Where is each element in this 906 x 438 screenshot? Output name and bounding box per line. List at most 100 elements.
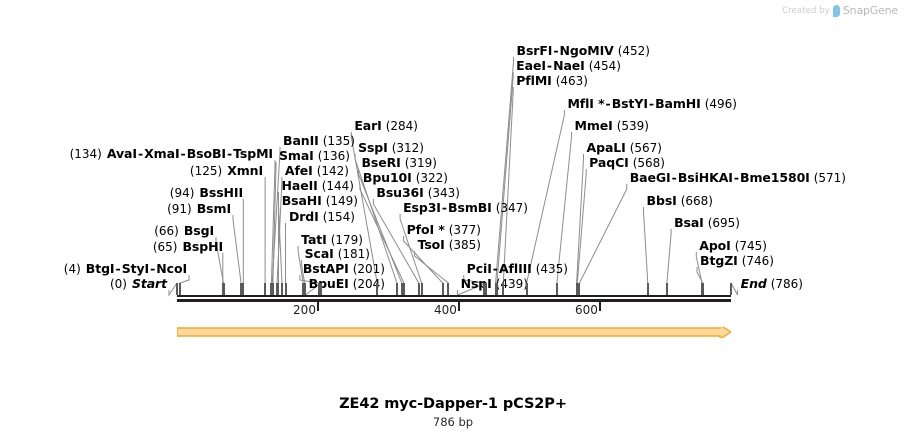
site-label-smai[interactable]: SmaI (136) bbox=[279, 149, 350, 164]
site-position: (4) bbox=[63, 262, 81, 276]
leader-line bbox=[414, 251, 449, 284]
site-label-paqci[interactable]: PaqCI (568) bbox=[589, 155, 665, 171]
site-label-mmei[interactable]: MmeI (539) bbox=[575, 119, 649, 134]
enzyme-name: AvaI bbox=[106, 146, 137, 161]
enzyme-separator: - bbox=[137, 146, 144, 161]
leader-line bbox=[272, 162, 277, 284]
leader-lines-group bbox=[168, 57, 739, 297]
site-label-bsmi[interactable]: (91) BsmI bbox=[167, 201, 231, 217]
site-position: (786) bbox=[770, 277, 803, 291]
enzyme-name: Bpu10I bbox=[362, 170, 412, 185]
site-position: (539) bbox=[616, 119, 649, 133]
site-label-afei[interactable]: AfeI (142) bbox=[285, 164, 349, 179]
site-position: (144) bbox=[321, 179, 354, 193]
site-label-btgzi[interactable]: BtgZI (746) bbox=[700, 254, 774, 269]
site-label-mfli[interactable]: MflI *-BstYI-BamHI (496) bbox=[567, 96, 737, 112]
enzyme-name: XmaI bbox=[144, 146, 180, 161]
site-label-pflmi[interactable]: PflMI (463) bbox=[516, 74, 588, 89]
leader-line bbox=[579, 184, 628, 284]
enzyme-name: BpuEI bbox=[308, 276, 349, 291]
site-label-bstapi[interactable]: BstAPI (201) bbox=[303, 262, 385, 277]
site-position: (66) bbox=[154, 224, 179, 238]
site-position: (154) bbox=[322, 210, 355, 224]
site-position: (91) bbox=[167, 202, 192, 216]
site-label-sspi[interactable]: SspI (312) bbox=[358, 141, 424, 156]
enzyme-name: BtgI bbox=[85, 261, 115, 276]
site-position: (0) bbox=[109, 277, 127, 291]
enzyme-separator: - bbox=[226, 146, 233, 161]
watermark-made-by-label: Created by bbox=[782, 5, 830, 16]
enzyme-separator: - bbox=[492, 261, 498, 276]
site-label-bpu10i[interactable]: Bpu10I (322) bbox=[362, 170, 448, 186]
site-label-drdi[interactable]: DrdI (154) bbox=[289, 210, 355, 225]
enzyme-separator: - bbox=[441, 200, 448, 215]
enzyme-name: EarI bbox=[354, 118, 382, 133]
site-label-apoi[interactable]: ApoI (745) bbox=[699, 238, 767, 254]
enzyme-name: BsmBI bbox=[448, 200, 492, 215]
site-label-tsoi[interactable]: TsoI (385) bbox=[418, 238, 481, 253]
enzyme-separator: - bbox=[150, 261, 156, 276]
site-label-apali[interactable]: ApaLI (567) bbox=[587, 141, 662, 156]
site-label-haeii[interactable]: HaeII (144) bbox=[282, 179, 354, 194]
enzyme-name: ApoI bbox=[699, 238, 731, 253]
site-position: (181) bbox=[337, 247, 370, 261]
site-label-scai[interactable]: ScaI (181) bbox=[305, 247, 370, 262]
site-label-bsai[interactable]: BsaI (695) bbox=[674, 215, 740, 231]
site-position: (125) bbox=[189, 164, 223, 178]
site-label-pfoi[interactable]: PfoI * (377) bbox=[407, 223, 481, 238]
site-position: (567) bbox=[629, 141, 662, 155]
site-position: (65) bbox=[152, 240, 178, 254]
site-label-eaei[interactable]: EaeI-NaeI (454) bbox=[516, 58, 621, 74]
site-label-tati[interactable]: TatI (179) bbox=[301, 232, 363, 248]
site-label-end[interactable]: End (786) bbox=[741, 277, 803, 292]
site-position: (136) bbox=[317, 149, 350, 163]
site-label-xmni[interactable]: (125) XmnI bbox=[189, 164, 263, 179]
site-label-esp3i[interactable]: Esp3I-BsmBI (347) bbox=[403, 200, 528, 216]
leader-line bbox=[556, 132, 572, 284]
site-label-bsrfi[interactable]: BsrFI-NgoMIV (452) bbox=[517, 44, 650, 59]
enzyme-name: BsgI bbox=[183, 223, 214, 238]
enzyme-name: AflIII bbox=[498, 261, 532, 276]
enzyme-name: TspMI bbox=[233, 146, 273, 161]
enzyme-name: BsmI bbox=[196, 201, 231, 216]
leader-line bbox=[399, 214, 423, 284]
enzyme-name: PaqCI bbox=[589, 155, 629, 170]
site-label-bsphi[interactable]: (65) BspHI bbox=[152, 240, 223, 255]
site-label-banii[interactable]: BanII (135) bbox=[283, 134, 355, 149]
site-label-baegi[interactable]: BaeGI-BsiHKAI-Bme1580I (571) bbox=[630, 170, 846, 186]
enzyme-name: NaeI bbox=[553, 58, 585, 73]
leader-line bbox=[526, 110, 565, 284]
enzyme-name: TatI bbox=[301, 232, 327, 247]
watermark-brand-label: SnapGene bbox=[842, 4, 898, 17]
enzyme-name: StyI bbox=[121, 261, 150, 276]
site-position: (204) bbox=[352, 277, 385, 291]
leader-line bbox=[168, 282, 178, 297]
site-label-bsgi[interactable]: (66) BsgI bbox=[154, 223, 214, 239]
enzyme-name: BsaI bbox=[674, 215, 704, 230]
site-position: (312) bbox=[391, 141, 424, 155]
site-position: (179) bbox=[330, 233, 363, 247]
enzyme-name: Esp3I bbox=[403, 200, 441, 215]
leader-line bbox=[576, 169, 587, 284]
map-title-block: ZE42 myc-Dapper-1 pCS2P+ 786 bp bbox=[0, 396, 906, 429]
site-label-bsahi[interactable]: BsaHI (149) bbox=[282, 194, 358, 209]
site-label-avai[interactable]: (134) AvaI-XmaI-BsoBI-TspMI bbox=[70, 146, 274, 162]
site-label-bsshii[interactable]: (94) BssHII bbox=[170, 186, 243, 201]
site-position: (343) bbox=[427, 186, 460, 200]
enzyme-separator: - bbox=[733, 170, 740, 185]
site-label-btgi[interactable]: (4) BtgI-StyI-NcoI bbox=[63, 261, 187, 277]
site-label-eari[interactable]: EarI (284) bbox=[354, 118, 418, 134]
enzyme-separator: - bbox=[605, 96, 611, 111]
leader-line bbox=[271, 147, 281, 284]
site-label-bsu36i[interactable]: Bsu36I (343) bbox=[376, 186, 460, 201]
enzyme-name: Bme1580I bbox=[740, 170, 810, 185]
site-label-start[interactable]: (0) Start bbox=[109, 277, 167, 292]
site-position: (347) bbox=[495, 201, 528, 215]
site-label-bpuei[interactable]: BpuEI (204) bbox=[308, 276, 385, 292]
site-label-bseri[interactable]: BseRI (319) bbox=[361, 156, 437, 171]
site-label-bbsi[interactable]: BbsI (668) bbox=[647, 194, 713, 209]
site-label-nspi[interactable]: NspI (439) bbox=[461, 277, 528, 292]
leader-line bbox=[496, 72, 514, 284]
site-label-pcii[interactable]: PciI-AflIII (435) bbox=[467, 261, 568, 277]
site-position: (463) bbox=[555, 74, 588, 88]
